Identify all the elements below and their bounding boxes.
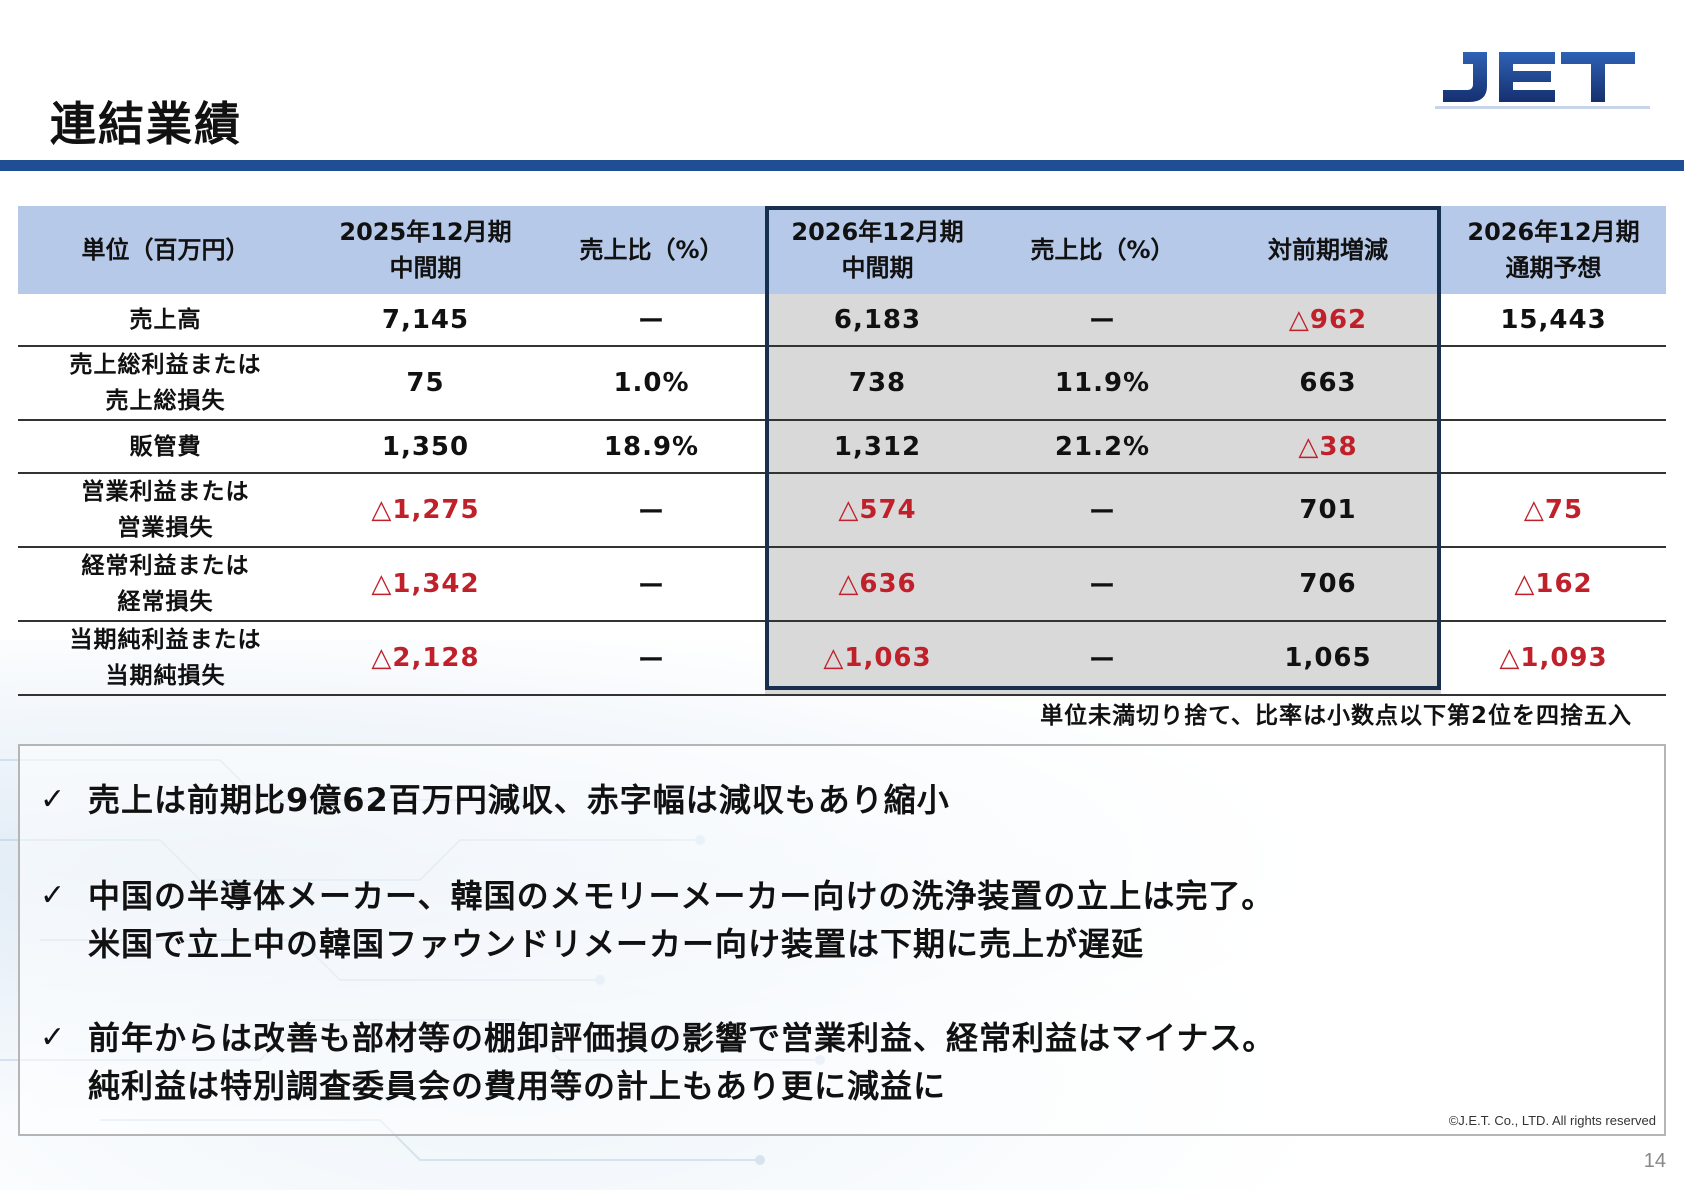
header-prev-ratio: 売上比（%） — [538, 206, 765, 294]
change-value: 706 — [1215, 547, 1441, 622]
forecast-value: 15,443 — [1441, 294, 1666, 347]
checkmark-icon: ✓ — [40, 1020, 67, 1055]
table-row: 経常利益または 経常損失 △1,342 ー △636 ー 706 △162 — [18, 547, 1666, 622]
table-row: 売上総利益または 売上総損失 75 1.0% 738 11.9% 663 — [18, 346, 1666, 421]
curr-value: 738 — [765, 346, 990, 421]
curr-ratio: ー — [990, 473, 1215, 548]
curr-value: 1,312 — [765, 420, 990, 474]
comment-line: 中国の半導体メーカー、韓国のメモリーメーカー向けの洗浄装置の立上は完了。 — [88, 877, 1275, 915]
checkmark-icon: ✓ — [40, 782, 67, 817]
table-row: 営業利益または 営業損失 △1,275 ー △574 ー 701 △75 — [18, 473, 1666, 548]
header-curr-period: 2026年12月期 中間期 — [765, 206, 990, 294]
forecast-value — [1441, 346, 1666, 421]
prev-value: 75 — [313, 346, 538, 421]
table-row: 当期純利益または 当期純損失 △2,128 ー △1,063 ー 1,065 △1… — [18, 621, 1666, 696]
curr-ratio: ー — [990, 621, 1215, 696]
curr-ratio: ー — [990, 547, 1215, 622]
change-value: 663 — [1215, 346, 1441, 421]
prev-value: △1,275 — [313, 473, 538, 548]
table-row: 販管費 1,350 18.9% 1,312 21.2% △38 — [18, 420, 1666, 474]
header-change: 対前期増減 — [1215, 206, 1441, 294]
curr-value: △574 — [765, 473, 990, 548]
curr-value: △636 — [765, 547, 990, 622]
curr-value: 6,183 — [765, 294, 990, 347]
table-header-row: 単位（百万円） 2025年12月期 中間期 売上比（%） 2026年12月期 中間期… — [18, 206, 1666, 294]
consolidated-results-table: 単位（百万円） 2025年12月期 中間期 売上比（%） 2026年12月期 中間期… — [18, 206, 1666, 696]
prev-ratio: ー — [538, 473, 765, 548]
prev-value: 1,350 — [313, 420, 538, 474]
row-label: 営業利益または 営業損失 — [18, 473, 313, 548]
comment-line: 米国で立上中の韓国ファウンドリメーカー向け装置は下期に売上が遅延 — [88, 925, 1145, 963]
header-unit: 単位（百万円） — [18, 206, 313, 294]
prev-value: 7,145 — [313, 294, 538, 347]
title-divider-bar — [0, 160, 1684, 171]
header-curr-ratio: 売上比（%） — [990, 206, 1215, 294]
checkmark-icon: ✓ — [40, 878, 67, 913]
row-label: 経常利益または 経常損失 — [18, 547, 313, 622]
forecast-value: △75 — [1441, 473, 1666, 548]
row-label: 売上高 — [18, 294, 313, 347]
page-number: 14 — [1643, 1150, 1666, 1172]
change-value: 701 — [1215, 473, 1441, 548]
header-forecast: 2026年12月期 通期予想 — [1441, 206, 1666, 294]
forecast-value: △1,093 — [1441, 621, 1666, 696]
comment-item: ✓ 中国の半導体メーカー、韓国のメモリーメーカー向けの洗浄装置の立上は完了。 米… — [40, 872, 1274, 968]
comment-item: ✓ 売上は前期比9億62百万円減収、赤字幅は減収もあり縮小 — [40, 776, 950, 824]
change-value: △38 — [1215, 420, 1441, 474]
prev-ratio: ー — [538, 294, 765, 347]
prev-ratio: ー — [538, 621, 765, 696]
forecast-value: △162 — [1441, 547, 1666, 622]
comment-line: 前年からは改善も部材等の棚卸評価損の影響で営業利益、経常利益はマイナス。 — [88, 1019, 1276, 1057]
comment-item: ✓ 前年からは改善も部材等の棚卸評価損の影響で営業利益、経常利益はマイナス。 純… — [40, 1014, 1275, 1110]
change-value: 1,065 — [1215, 621, 1441, 696]
change-value: △962 — [1215, 294, 1441, 347]
prev-ratio: ー — [538, 547, 765, 622]
jet-logo — [1435, 52, 1650, 109]
curr-value: △1,063 — [765, 621, 990, 696]
copyright-notice: ©J.E.T. Co., LTD. All rights reserved — [1448, 1113, 1656, 1128]
row-label: 売上総利益または 売上総損失 — [18, 346, 313, 421]
comment-line: 純利益は特別調査委員会の費用等の計上もあり更に減益に — [88, 1067, 947, 1105]
header-prev-period: 2025年12月期 中間期 — [313, 206, 538, 294]
comment-line: 売上は前期比9億62百万円減収、赤字幅は減収もあり縮小 — [88, 781, 950, 819]
prev-ratio: 1.0% — [538, 346, 765, 421]
curr-ratio: 21.2% — [990, 420, 1215, 474]
curr-ratio: ー — [990, 294, 1215, 347]
forecast-value — [1441, 420, 1666, 474]
table-row: 売上高 7,145 ー 6,183 ー △962 15,443 — [18, 294, 1666, 347]
prev-ratio: 18.9% — [538, 420, 765, 474]
table-footnote: 単位未満切り捨て、比率は小数点以下第2位を四捨五入 — [1040, 703, 1632, 729]
prev-value: △2,128 — [313, 621, 538, 696]
row-label: 販管費 — [18, 420, 313, 474]
curr-ratio: 11.9% — [990, 346, 1215, 421]
prev-value: △1,342 — [313, 547, 538, 622]
row-label: 当期純利益または 当期純損失 — [18, 621, 313, 696]
page-title: 連結業績 — [50, 97, 242, 151]
commentary-box: ✓ 売上は前期比9億62百万円減収、赤字幅は減収もあり縮小 ✓ 中国の半導体メー… — [18, 744, 1666, 1136]
